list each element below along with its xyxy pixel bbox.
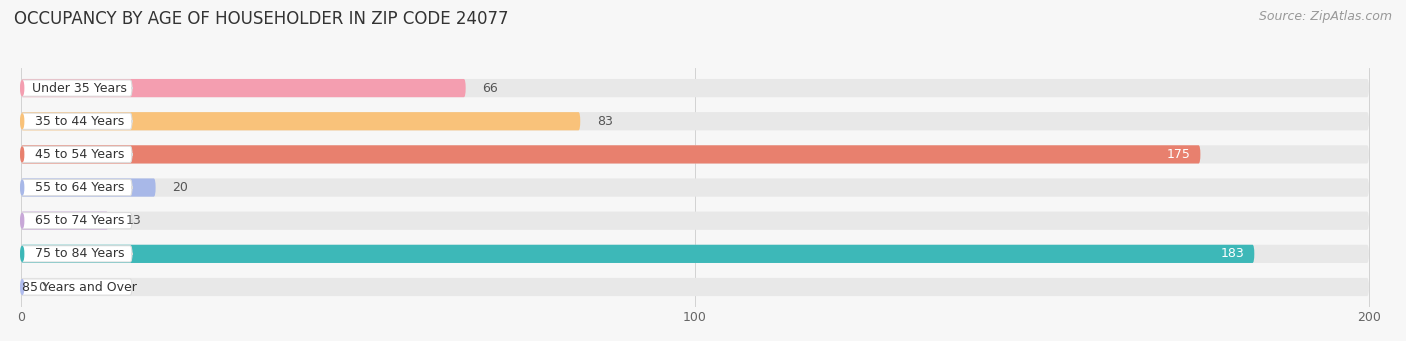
Text: 20: 20	[173, 181, 188, 194]
FancyBboxPatch shape	[21, 112, 1369, 130]
Text: 13: 13	[125, 214, 141, 227]
Text: 55 to 64 Years: 55 to 64 Years	[35, 181, 125, 194]
FancyBboxPatch shape	[21, 212, 132, 229]
Text: 45 to 54 Years: 45 to 54 Years	[35, 148, 125, 161]
FancyBboxPatch shape	[21, 246, 132, 262]
FancyBboxPatch shape	[21, 245, 1369, 263]
FancyBboxPatch shape	[21, 178, 1369, 197]
FancyBboxPatch shape	[21, 146, 132, 163]
Text: 175: 175	[1167, 148, 1191, 161]
Circle shape	[21, 147, 24, 162]
FancyBboxPatch shape	[21, 211, 108, 230]
FancyBboxPatch shape	[21, 112, 581, 130]
Text: 83: 83	[598, 115, 613, 128]
FancyBboxPatch shape	[21, 145, 1369, 164]
FancyBboxPatch shape	[21, 113, 132, 129]
FancyBboxPatch shape	[21, 279, 132, 295]
Circle shape	[21, 247, 24, 261]
Text: OCCUPANCY BY AGE OF HOUSEHOLDER IN ZIP CODE 24077: OCCUPANCY BY AGE OF HOUSEHOLDER IN ZIP C…	[14, 10, 509, 28]
FancyBboxPatch shape	[21, 79, 1369, 97]
Text: 0: 0	[38, 281, 45, 294]
Circle shape	[21, 213, 24, 228]
FancyBboxPatch shape	[21, 245, 1254, 263]
FancyBboxPatch shape	[21, 179, 132, 196]
Text: 65 to 74 Years: 65 to 74 Years	[35, 214, 125, 227]
Circle shape	[21, 81, 24, 95]
FancyBboxPatch shape	[21, 278, 1369, 296]
Circle shape	[21, 280, 24, 294]
Text: 183: 183	[1220, 247, 1244, 261]
Text: Under 35 Years: Under 35 Years	[32, 81, 128, 94]
FancyBboxPatch shape	[21, 211, 1369, 230]
Text: 35 to 44 Years: 35 to 44 Years	[35, 115, 125, 128]
Text: Source: ZipAtlas.com: Source: ZipAtlas.com	[1258, 10, 1392, 23]
FancyBboxPatch shape	[21, 80, 132, 96]
Text: 85 Years and Over: 85 Years and Over	[22, 281, 138, 294]
FancyBboxPatch shape	[21, 79, 465, 97]
FancyBboxPatch shape	[21, 145, 1201, 164]
Text: 66: 66	[482, 81, 498, 94]
Text: 75 to 84 Years: 75 to 84 Years	[35, 247, 125, 261]
Circle shape	[21, 180, 24, 195]
Circle shape	[21, 114, 24, 129]
FancyBboxPatch shape	[21, 178, 156, 197]
